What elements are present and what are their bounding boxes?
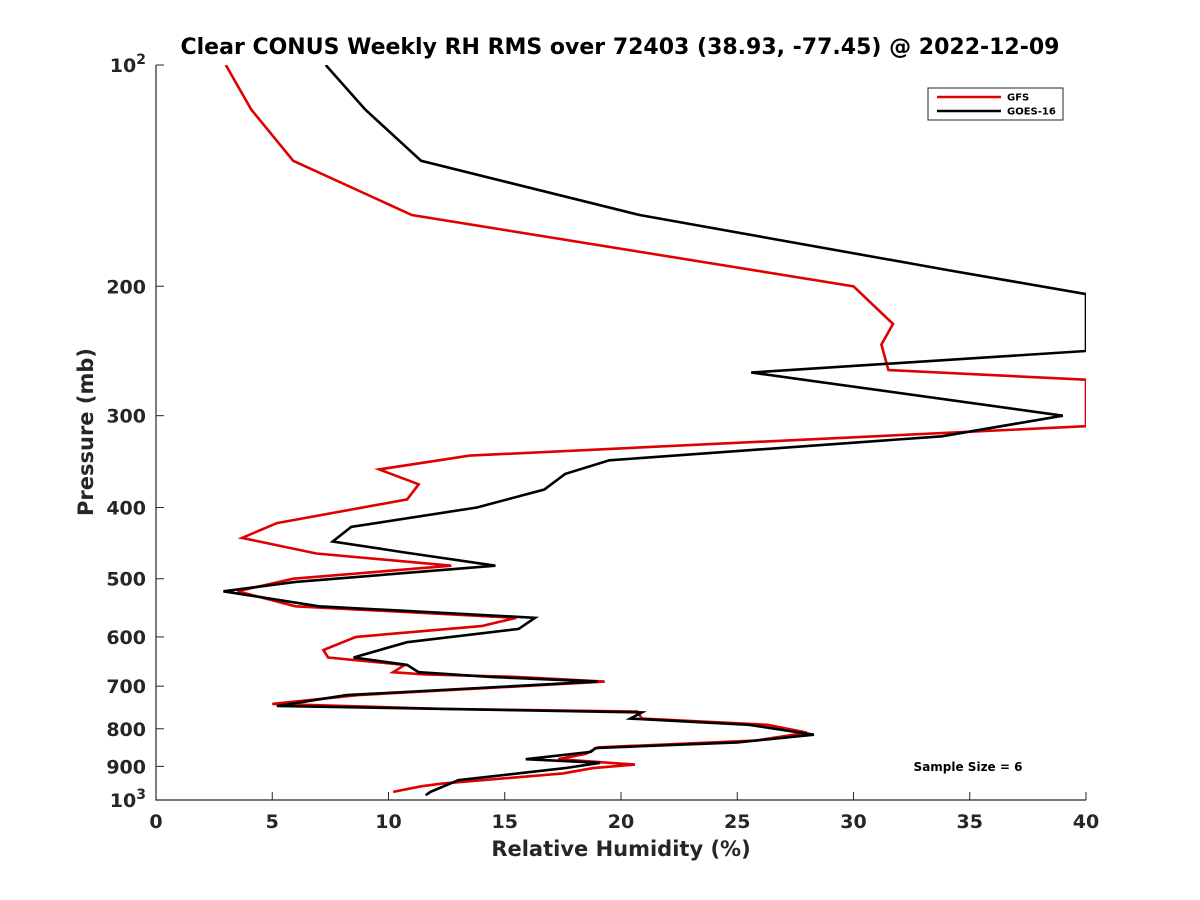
sample-size-annotation: Sample Size = 6 bbox=[914, 760, 1023, 774]
x-tick-label: 30 bbox=[840, 811, 866, 833]
x-tick-label: 35 bbox=[957, 811, 983, 833]
x-tick-label: 5 bbox=[266, 811, 279, 833]
x-tick-label: 20 bbox=[608, 811, 634, 833]
legend-label-gfs: GFS bbox=[1007, 93, 1029, 104]
chart-title: Clear CONUS Weekly RH RMS over 72403 (38… bbox=[181, 35, 1060, 60]
y-tick-label: 300 bbox=[106, 406, 146, 428]
y-tick-label: 800 bbox=[106, 719, 146, 741]
y-tick-label: 400 bbox=[106, 498, 146, 520]
y-tick-label: 102 bbox=[110, 52, 146, 77]
legend-entries: GFS GOES-16 bbox=[937, 93, 1056, 118]
y-tick-label: 200 bbox=[106, 276, 146, 298]
x-axis-title: Relative Humidity (%) bbox=[491, 837, 750, 861]
tick-marks bbox=[155, 64, 1087, 801]
y-tick-label: 600 bbox=[106, 627, 146, 649]
y-tick-labels: 102 200 300 400 500 600 700 800 900 103 bbox=[106, 52, 146, 812]
y-tick-label: 700 bbox=[106, 676, 146, 698]
x-tick-label: 0 bbox=[149, 811, 162, 833]
legend: GFS GOES-16 bbox=[927, 87, 1064, 121]
series-line-gfs bbox=[224, 65, 1086, 794]
y-tick-label: 500 bbox=[106, 569, 146, 591]
x-tick-label: 10 bbox=[375, 811, 401, 833]
x-tick-labels: 0 5 10 15 20 25 30 35 40 bbox=[149, 811, 1099, 833]
plot-area bbox=[155, 64, 1087, 801]
x-tick-label: 15 bbox=[492, 811, 518, 833]
legend-box bbox=[927, 87, 1064, 121]
y-axis-title: Pressure (mb) bbox=[74, 348, 98, 516]
series-layer bbox=[223, 65, 1086, 797]
series-line-goes-16 bbox=[223, 65, 1086, 797]
y-tick-label: 900 bbox=[106, 756, 146, 778]
y-tick-label: 103 bbox=[110, 787, 146, 812]
legend-label-goes-16: GOES-16 bbox=[1007, 107, 1056, 118]
x-tick-label: 25 bbox=[724, 811, 750, 833]
x-tick-label: 40 bbox=[1073, 811, 1099, 833]
